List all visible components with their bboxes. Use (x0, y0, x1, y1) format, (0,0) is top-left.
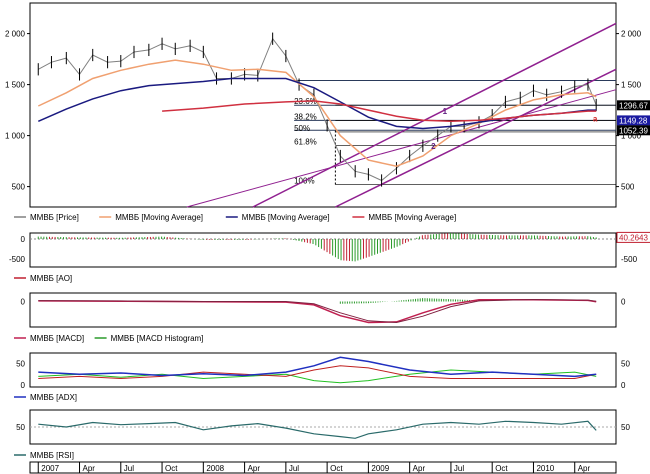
xaxis-label-13: Apr (578, 464, 591, 473)
price-badge-bg-0 (617, 100, 650, 111)
ao-badge-label: 40.2643 (619, 233, 648, 242)
macd-signal-line (38, 298, 597, 324)
xaxis-label-11: Oct (495, 464, 508, 473)
xaxis-label-2: Jul (124, 464, 134, 473)
ma-mid-line (162, 100, 597, 123)
annotation-1: 2 (431, 142, 436, 151)
macd-ytick-label-right-0: 0 (621, 298, 626, 307)
xaxis-label-9: Apr (413, 464, 426, 473)
price-ytick-label-right-1: 1 000 (621, 132, 642, 141)
price-legend-label-1: ММВБ [Moving Average] (115, 213, 203, 222)
fib-label-1: 38.2% (294, 112, 317, 121)
price-ytick-label-left-0: 500 (12, 183, 26, 192)
xaxis-label-10: Jul (454, 464, 464, 473)
adx-line (38, 356, 597, 378)
adx-ytick-label-left-1: 50 (16, 360, 25, 369)
price-series-line (38, 37, 597, 182)
xaxis-frame (29, 461, 617, 474)
ao-badge-bg (616, 231, 650, 243)
xaxis-label-3: Oct (165, 464, 178, 473)
ma-fast-line (37, 59, 597, 167)
ao-legend-label-0: ММВБ [AO] (30, 274, 72, 283)
price-ytick-label-left-3: 2 000 (5, 30, 26, 39)
ao-ytick-label-left-0: 0 (21, 235, 26, 244)
xaxis-label-12: 2010 (536, 464, 554, 473)
macd-legend-label-0: ММВБ [MACD] (30, 334, 84, 343)
adx-ytick-label-left-0: 0 (21, 381, 26, 390)
adx-minus-di-line (38, 365, 597, 380)
xaxis-label-5: Apr (248, 464, 261, 473)
fib-label-3: 61.8% (294, 137, 317, 146)
xaxis-label-4: 2008 (206, 464, 224, 473)
price-ytick-label-right-3: 2 000 (621, 30, 642, 39)
ao-ytick-label-right-1: -500 (621, 255, 638, 264)
price-badge-label-1: 1149.28 (619, 116, 648, 125)
price-legend-label-2: ММВБ [Moving Average] (242, 213, 330, 222)
ao-panel-frame (29, 232, 617, 268)
price-ytick-label-left-2: 1 500 (5, 81, 26, 90)
price-badge-bg-2 (617, 125, 650, 136)
price-legend-label-3: ММВБ [Moving Average] (368, 213, 456, 222)
adx-ytick-label-right-0: 0 (621, 381, 626, 390)
price-ytick-label-left-1: 1 000 (5, 132, 26, 141)
macd-ytick-label-left-0: 0 (21, 298, 26, 307)
rsi-legend-label-0: ММВБ [RSI] (30, 451, 74, 460)
price-badge-bg-1 (617, 115, 650, 126)
price-ytick-label-right-2: 1 500 (621, 81, 642, 90)
ao-ytick-label-left-1: -500 (9, 255, 26, 264)
rsi-ytick-label-right-0: 50 (621, 423, 630, 432)
adx-panel-frame (29, 352, 617, 388)
xaxis-label-1: Apr (83, 464, 96, 473)
rsi-ytick-label-left-0: 50 (16, 423, 25, 432)
xaxis-label-0: 2007 (41, 464, 59, 473)
adx-legend-label-0: ММВБ [ADX] (30, 393, 77, 402)
annotation-2: a (593, 114, 598, 123)
xaxis-label-6: Jul (289, 464, 299, 473)
channel-lower-line (335, 68, 617, 208)
price-ytick-label-right-0: 500 (621, 183, 635, 192)
price-badge-label-2: 1052.39 (619, 126, 648, 135)
fib-label-2: 50% (294, 124, 310, 133)
rsi-line (38, 420, 597, 439)
annotation-0: 1 (443, 107, 448, 116)
price-badge-label-0: 1296.67 (619, 101, 648, 110)
price-legend-label-0: ММВБ [Price] (30, 213, 79, 222)
channel-base-line (186, 89, 617, 208)
xaxis-label-8: 2009 (371, 464, 389, 473)
macd-legend-label-1: ММВБ [MACD Histogram] (111, 334, 204, 343)
adx-ytick-label-right-1: 50 (621, 360, 630, 369)
channel-upper-line (252, 22, 617, 208)
xaxis-label-7: Oct (330, 464, 343, 473)
macd-panel-frame (29, 292, 617, 328)
